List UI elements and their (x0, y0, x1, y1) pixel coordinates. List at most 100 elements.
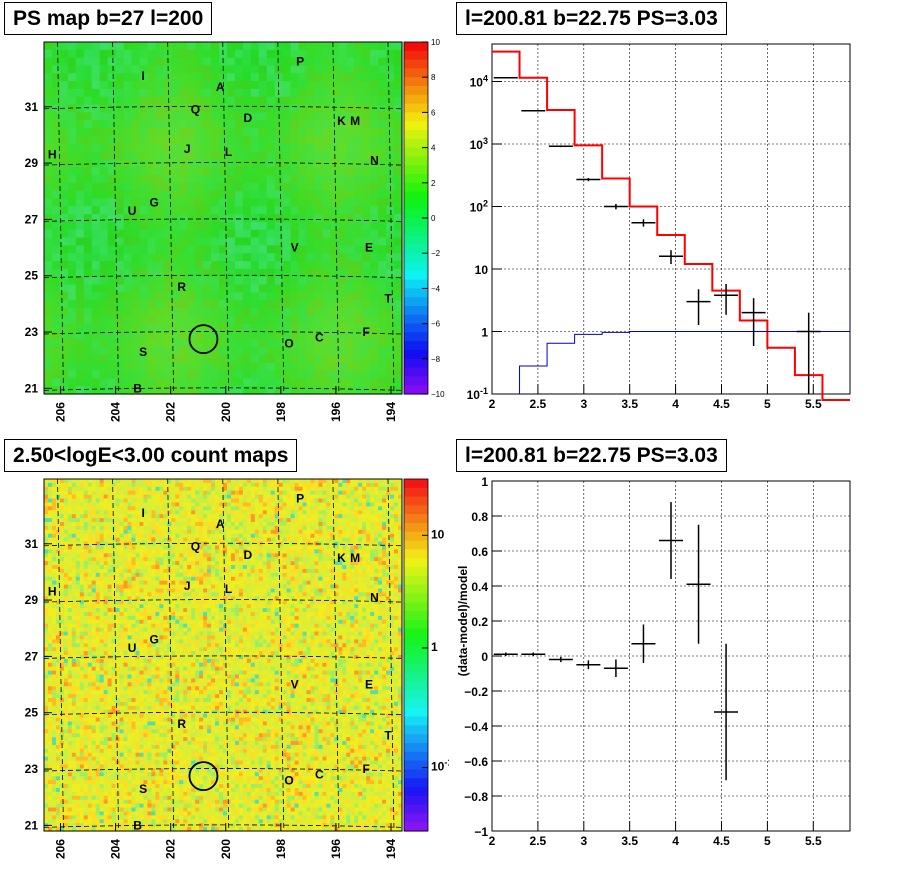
map-pixel (92, 81, 101, 89)
map-pixel (139, 183, 148, 191)
map-pixel (100, 120, 109, 128)
map-pixel (151, 678, 156, 683)
map-pixel (64, 690, 69, 695)
map-pixel (56, 702, 61, 707)
map-pixel (52, 796, 57, 801)
map-pixel (267, 206, 276, 214)
map-pixel (60, 316, 69, 324)
map-pixel (124, 620, 129, 625)
map-pixel (147, 682, 152, 687)
map-pixel (151, 647, 156, 652)
map-pixel (68, 502, 73, 507)
map-pixel (120, 819, 125, 824)
map-pixel (60, 89, 69, 97)
map-pixel (108, 643, 113, 648)
map-pixel (267, 89, 276, 97)
map-pixel (100, 324, 109, 332)
map-pixel (88, 675, 93, 680)
map-pixel (151, 538, 156, 543)
map-pixel (48, 514, 53, 519)
map-pixel (108, 222, 117, 230)
map-pixel (80, 643, 85, 648)
map-pixel (322, 277, 331, 285)
map-pixel (120, 804, 125, 809)
map-pixel (203, 167, 212, 175)
map-pixel (147, 784, 152, 789)
map-pixel (48, 796, 53, 801)
map-pixel (235, 120, 244, 128)
map-pixel (120, 808, 125, 813)
map-pixel (100, 788, 105, 793)
map-pixel (139, 538, 144, 543)
map-pixel (52, 183, 61, 191)
map-pixel (155, 487, 160, 492)
map-pixel (128, 620, 133, 625)
map-pixel (147, 530, 152, 535)
map-pixel (100, 612, 105, 617)
map-pixel (159, 765, 164, 770)
map-pixel (124, 573, 129, 578)
map-pixel (100, 284, 109, 292)
map-pixel (147, 788, 152, 793)
map-pixel (147, 499, 152, 504)
map-pixel (187, 214, 196, 222)
map-pixel (155, 714, 160, 719)
map-pixel (120, 553, 125, 558)
map-pixel (128, 808, 133, 813)
map-pixel (338, 136, 347, 144)
colorbar-segment (404, 368, 428, 377)
map-pixel (108, 647, 113, 652)
map-pixel (251, 42, 260, 50)
map-pixel (72, 569, 77, 574)
map-pixel (139, 284, 148, 292)
map-pixel (72, 608, 77, 613)
map-pixel (159, 522, 164, 527)
map-pixel (80, 628, 85, 633)
map-pixel (179, 363, 188, 371)
map-pixel (60, 128, 69, 136)
map-pixel (139, 300, 148, 308)
map-pixel (68, 514, 73, 519)
map-pixel (116, 510, 121, 515)
map-pixel (64, 600, 69, 605)
map-pixel (203, 378, 212, 386)
map-pixel (132, 245, 141, 253)
map-pixel (147, 522, 152, 527)
map-pixel (80, 534, 85, 539)
map-pixel (378, 355, 387, 363)
map-pixel (139, 702, 144, 707)
map-pixel (72, 761, 77, 766)
map-pixel (52, 772, 57, 777)
map-pixel (60, 804, 65, 809)
map-pixel (132, 675, 137, 680)
map-pixel (155, 73, 164, 81)
map-pixel (100, 686, 105, 691)
map-pixel (80, 487, 85, 492)
map-pixel (143, 721, 148, 726)
map-pixel (68, 253, 77, 261)
map-pixel (299, 324, 308, 332)
map-pixel (116, 261, 125, 269)
map-pixel (124, 292, 133, 300)
map-pixel (132, 514, 137, 519)
map-pixel (68, 643, 73, 648)
map-pixel (64, 569, 69, 574)
map-pixel (235, 277, 244, 285)
map-pixel (132, 573, 137, 578)
map-pixel (155, 42, 164, 50)
map-pixel (92, 308, 101, 316)
map-pixel (307, 347, 316, 355)
map-pixel (362, 175, 371, 183)
map-pixel (112, 768, 117, 773)
map-pixel (132, 105, 141, 113)
map-pixel (64, 538, 69, 543)
map-pixel (52, 538, 57, 543)
map-pixel (124, 549, 129, 554)
map-pixel (159, 604, 164, 609)
map-pixel (48, 635, 53, 640)
map-pixel (52, 616, 57, 621)
map-pixel (52, 573, 57, 578)
map-pixel (72, 741, 77, 746)
map-pixel (68, 386, 77, 394)
map-pixel (354, 50, 363, 58)
